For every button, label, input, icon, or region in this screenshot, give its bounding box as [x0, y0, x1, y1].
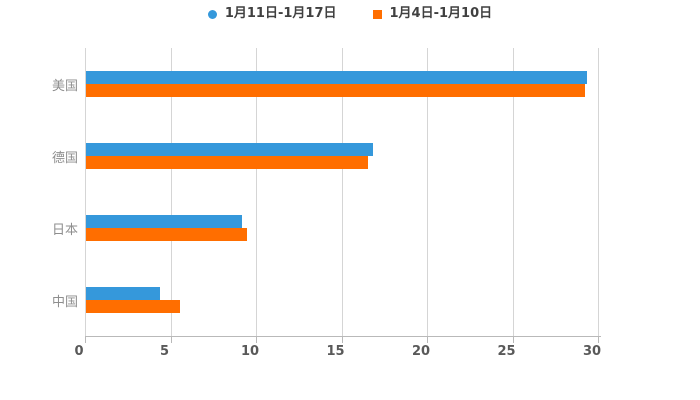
bar-series1-row3[interactable]: [86, 300, 181, 313]
legend-label-week-jan4-10: 1月4日-1月10日: [389, 6, 493, 21]
x-axis-tick: [85, 337, 86, 343]
bar-series0-row0[interactable]: [86, 71, 588, 84]
bar-series1-row1[interactable]: [86, 156, 369, 169]
legend-label-week-jan11-17: 1月11日-1月17日: [224, 6, 337, 21]
x-axis-tick: [427, 337, 428, 343]
category-label-row1: 德国: [51, 151, 78, 166]
x-axis-tick-label: 30: [582, 344, 602, 359]
bar-series1-row0[interactable]: [86, 84, 586, 97]
x-axis-tick: [341, 337, 343, 343]
x-axis-tick: [512, 337, 514, 343]
category-label-row0: 美国: [51, 79, 78, 94]
x-axis-tick: [170, 337, 172, 343]
category-label-row2: 日本: [51, 223, 78, 238]
x-axis-tick-label: 10: [240, 344, 260, 359]
x-axis-tick-label: 25: [497, 344, 516, 359]
gridline: [427, 48, 428, 336]
gridline: [256, 48, 257, 336]
bar-series0-row1[interactable]: [86, 143, 374, 156]
bar-series0-row3[interactable]: [86, 287, 160, 300]
y-axis-line: [85, 48, 86, 336]
x-axis-tick-label: 15: [326, 344, 345, 359]
bar-series0-row2[interactable]: [86, 215, 242, 228]
plot-area: 0 5 10 15 20 25 30 美国德国日本中国: [52, 48, 601, 359]
legend: 1月11日-1月17日 1月4日-1月10日: [0, 5, 700, 23]
gridline: [598, 48, 599, 336]
legend-circle-marker-icon: [207, 9, 217, 19]
legend-item-week-jan4-10[interactable]: 1月4日-1月10日: [372, 5, 493, 23]
category-label-row3: 中国: [51, 295, 78, 310]
x-axis-line: [85, 336, 601, 337]
gridline: [170, 48, 172, 336]
x-axis-tick: [598, 337, 599, 343]
gridline: [341, 48, 343, 336]
x-axis-tick-label: 5: [159, 344, 170, 359]
x-axis-tick: [256, 337, 257, 343]
legend-square-marker-icon: [372, 9, 382, 19]
gridline: [512, 48, 514, 336]
x-axis-tick-label: 0: [74, 344, 84, 359]
legend-item-week-jan11-17[interactable]: 1月11日-1月17日: [207, 5, 337, 23]
x-axis-tick-label: 20: [411, 344, 431, 359]
bar-series1-row2[interactable]: [86, 228, 247, 241]
